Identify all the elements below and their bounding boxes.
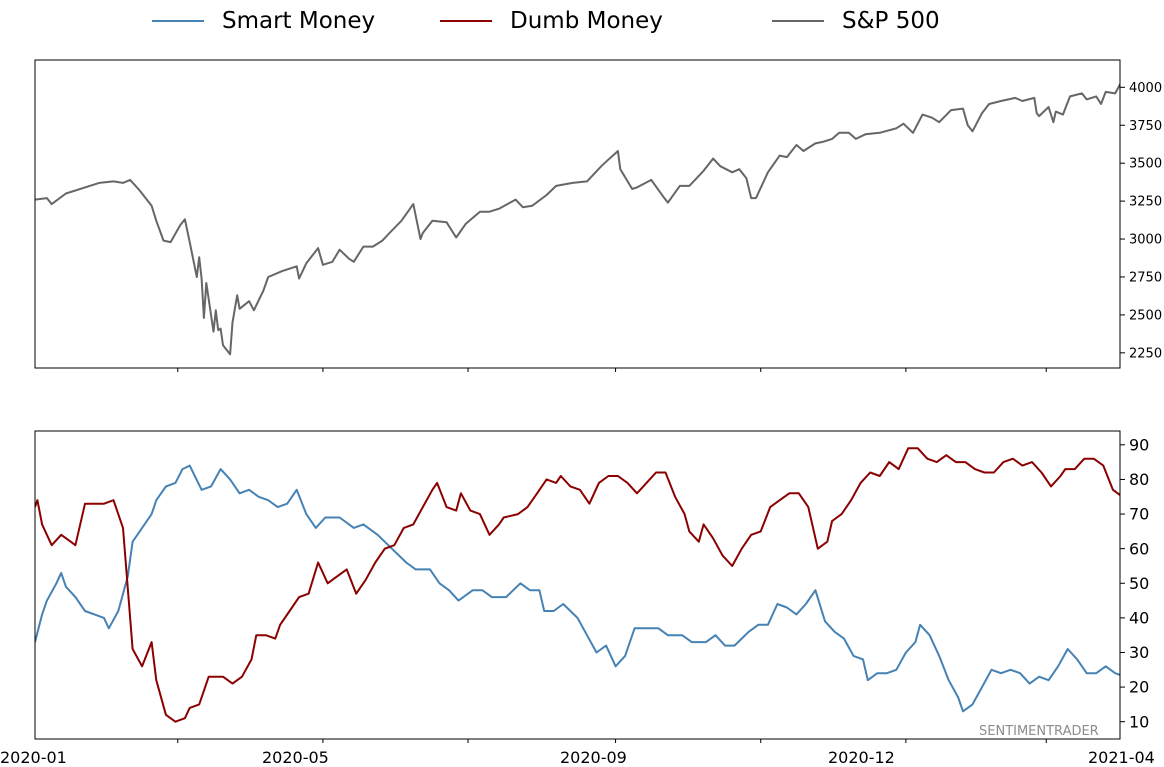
y-tick-label-bottom: 90	[1129, 435, 1149, 454]
y-tick-label-top: 2750	[1129, 271, 1162, 286]
plot-frame-top	[34, 59, 1121, 369]
y-tick-label-top: 4000	[1129, 81, 1162, 96]
y-tick-label-top: 2250	[1129, 346, 1162, 361]
x-tick-label: 2020-01	[0, 748, 67, 767]
y-tick-label-bottom: 40	[1129, 608, 1149, 627]
plot-frame-bottom	[34, 430, 1121, 740]
legend-item-sp500: S&P 500	[772, 4, 940, 38]
y-tick-label-bottom: 70	[1129, 505, 1149, 524]
x-tick-label: 2020-12	[828, 748, 895, 767]
legend-item-dumb-money: Dumb Money	[440, 4, 663, 38]
legend-swatch-smart-money	[152, 20, 204, 22]
y-tick-label-bottom: 80	[1129, 470, 1149, 489]
series-line-dumb-money	[35, 447, 1120, 723]
y-tick-label-bottom: 20	[1129, 678, 1149, 697]
x-tick-label: 2021-04	[1088, 748, 1155, 767]
legend-swatch-sp500	[772, 20, 824, 22]
y-tick-label-bottom: 50	[1129, 574, 1149, 593]
series-line-smart-money	[35, 464, 1120, 713]
legend: Smart Money Dumb Money S&P 500	[0, 4, 1164, 38]
y-tick-label-top: 3000	[1129, 233, 1162, 248]
y-tick-label-top: 3250	[1129, 195, 1162, 210]
y-tick-label-top: 3500	[1129, 157, 1162, 172]
legend-swatch-dumb-money	[440, 20, 492, 22]
y-tick-label-top: 3750	[1129, 119, 1162, 134]
y-tick-label-bottom: 60	[1129, 539, 1149, 558]
legend-label-dumb-money: Dumb Money	[510, 8, 663, 34]
legend-item-smart-money: Smart Money	[152, 4, 375, 38]
x-tick-label: 2020-09	[560, 748, 627, 767]
series-line-s-p-500	[35, 83, 1120, 356]
y-tick-label-top: 2500	[1129, 308, 1162, 323]
watermark: SENTIMENTRADER	[979, 724, 1099, 739]
legend-label-sp500: S&P 500	[842, 8, 940, 34]
x-tick-label: 2020-05	[262, 748, 329, 767]
legend-label-smart-money: Smart Money	[222, 8, 376, 34]
y-tick-label-bottom: 30	[1129, 643, 1149, 662]
y-tick-label-bottom: 10	[1129, 712, 1149, 731]
